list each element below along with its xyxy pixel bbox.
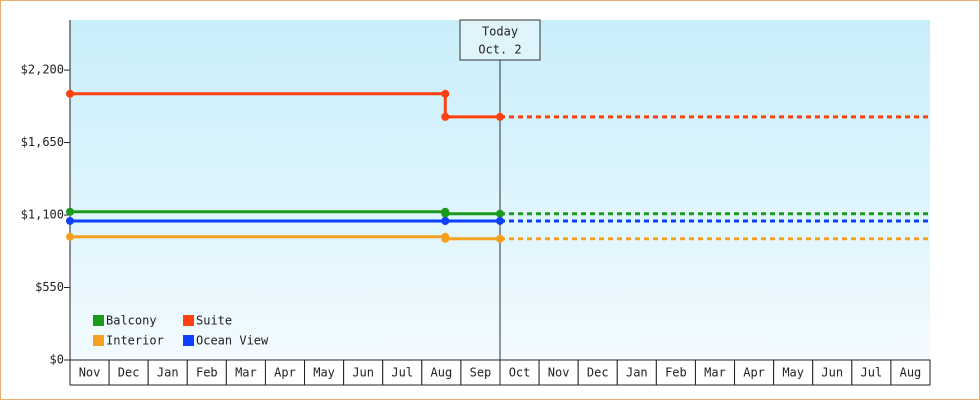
- month-cell: [499, 359, 540, 386]
- y-tick-label: $550: [35, 280, 64, 294]
- month-cell: [225, 359, 266, 386]
- point: [66, 207, 74, 216]
- x-tick-label: Apr: [274, 366, 296, 380]
- legend-label: Ocean View: [196, 334, 269, 348]
- point: [66, 232, 74, 241]
- month-cell: [421, 359, 462, 386]
- point: [441, 234, 450, 243]
- x-tick-label: Feb: [196, 366, 218, 380]
- x-tick-label: Mar: [235, 366, 257, 380]
- point: [496, 209, 504, 218]
- legend-swatch: [93, 315, 104, 326]
- x-tick-label: Oct: [509, 366, 531, 380]
- x-tick-label: Apr: [743, 366, 765, 380]
- x-tick-label: Nov: [79, 366, 101, 380]
- x-tick-label: Jan: [157, 366, 179, 380]
- x-tick-label: Dec: [587, 366, 609, 380]
- point: [66, 89, 74, 98]
- y-tick-label: $1,100: [21, 208, 64, 222]
- month-cell: [812, 359, 853, 386]
- x-tick-label: Jun: [821, 366, 843, 380]
- series-line: [70, 92, 500, 119]
- legend-swatch: [183, 315, 194, 326]
- month-cell: [69, 359, 110, 386]
- point: [441, 112, 450, 121]
- month-cell: [186, 359, 227, 386]
- month-cell: [851, 359, 892, 386]
- point: [441, 216, 450, 225]
- y-tick-label: $2,200: [21, 63, 64, 77]
- x-tick-label: Aug: [431, 366, 453, 380]
- month-cell: [616, 359, 657, 386]
- point: [496, 234, 504, 243]
- x-tick-label: Jun: [352, 366, 374, 380]
- month-cell: [655, 359, 696, 386]
- legend-swatch: [93, 335, 104, 346]
- month-cell: [382, 359, 423, 386]
- point: [441, 209, 450, 218]
- x-tick-label: Jul: [861, 366, 883, 380]
- point: [441, 89, 450, 98]
- x-tick-label: Sep: [470, 366, 492, 380]
- x-tick-label: Jan: [626, 366, 648, 380]
- point: [496, 112, 504, 121]
- month-cell: [577, 359, 618, 386]
- month-cell: [147, 359, 188, 386]
- today-box: [459, 19, 541, 61]
- x-tick-label: Feb: [665, 366, 687, 380]
- x-tick-label: Nov: [548, 366, 570, 380]
- x-tick-label: Jul: [391, 366, 413, 380]
- x-tick-label: Mar: [704, 366, 726, 380]
- point: [496, 216, 504, 225]
- point: [66, 216, 74, 225]
- today-label: Oct. 2: [478, 43, 521, 57]
- y-tick-label: $0: [50, 353, 64, 367]
- legend-label: Suite: [196, 314, 232, 328]
- legend-label: Interior: [106, 334, 164, 348]
- month-cell: [694, 359, 736, 386]
- legend-swatch: [183, 335, 194, 346]
- x-tick-label: May: [313, 366, 335, 380]
- month-cell: [343, 359, 384, 386]
- x-tick-label: May: [782, 366, 804, 380]
- month-cell: [264, 359, 306, 386]
- x-tick-label: Aug: [900, 366, 922, 380]
- today-label: Today: [482, 25, 518, 39]
- month-cell: [108, 359, 149, 386]
- y-tick-label: $1,650: [21, 135, 64, 149]
- legend-label: Balcony: [106, 314, 157, 328]
- month-cell: [890, 359, 931, 386]
- x-tick-label: Dec: [118, 366, 140, 380]
